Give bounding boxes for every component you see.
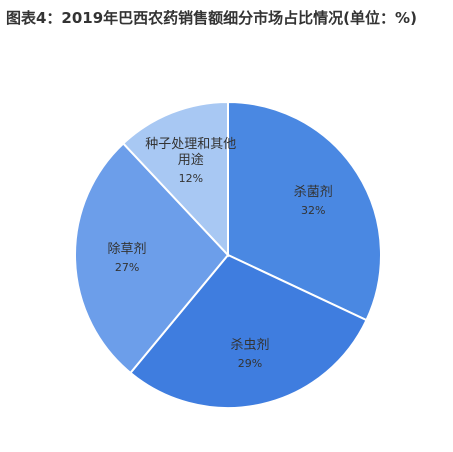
value-label: 12% — [178, 172, 204, 186]
value-label: 27% — [114, 261, 140, 275]
value-label: 32% — [301, 203, 326, 217]
pie-slice — [121, 100, 229, 258]
category-label: 种子处理和其他用途 — [145, 137, 237, 169]
pie-slice — [227, 100, 382, 322]
pie-slice — [129, 253, 368, 409]
category-label: 杀虫剂 — [230, 337, 270, 353]
value-label: 29% — [237, 356, 263, 370]
category-label: 除草剂 — [107, 242, 147, 258]
chart-title: 图表4：2019年巴西农药销售额细分市场占比情况(单位：%) — [6, 9, 417, 27]
pie-slice — [74, 142, 230, 375]
category-label: 杀菌剂 — [293, 184, 333, 200]
